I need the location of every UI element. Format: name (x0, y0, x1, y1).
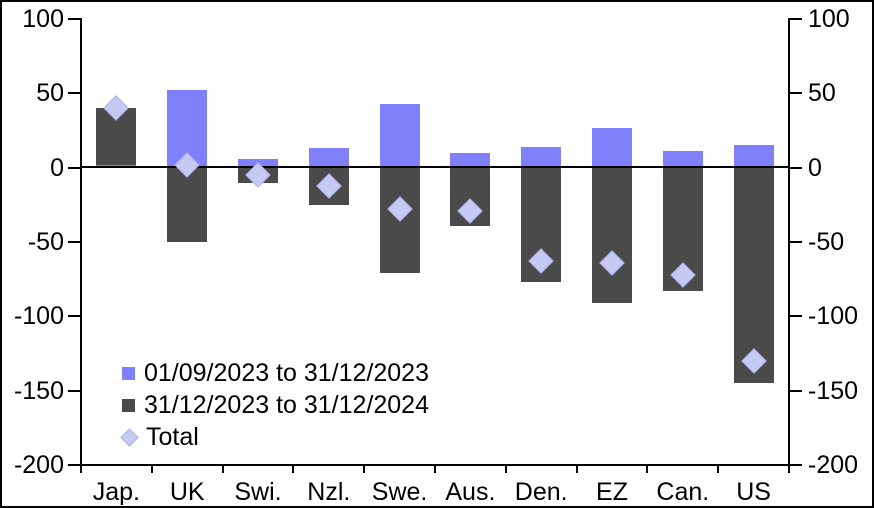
total-diamond-icon (120, 427, 139, 447)
y-tick-right (789, 315, 802, 318)
y-tick-label-right: -200 (808, 451, 859, 479)
x-tick (221, 465, 224, 473)
category-label: Jap. (92, 478, 141, 506)
y-tick-label-left: -50 (27, 228, 64, 256)
legend-label-total: Total (146, 422, 199, 451)
y-tick-right (789, 389, 802, 392)
x-tick (504, 465, 507, 473)
y-tick-right (789, 464, 802, 466)
category-label: Can. (656, 478, 710, 506)
y-tick-left (68, 315, 81, 318)
legend-row-period2: 31/12/2023 to 31/12/2024 (122, 389, 429, 421)
x-tick (150, 465, 153, 473)
legend-row-period1: 01/09/2023 to 31/12/2023 (122, 357, 429, 389)
y-tick-label-left: -150 (13, 376, 64, 405)
category-label: US (736, 478, 771, 506)
y-tick-right (789, 18, 802, 20)
y-tick-left (68, 92, 81, 95)
category-label: Swe. (371, 478, 428, 506)
legend: 01/09/2023 to 31/12/2023 31/12/2023 to 3… (120, 357, 429, 453)
y-tick-left (68, 241, 81, 243)
y-tick-left (68, 18, 81, 20)
y-tick-label-left: 50 (36, 79, 64, 108)
y-tick-label-right: 50 (808, 79, 836, 108)
y-tick-label-right: -100 (808, 302, 859, 331)
legend-label-period1: 01/09/2023 to 31/12/2023 (144, 358, 429, 387)
y-tick-left (68, 464, 81, 466)
zero-line (81, 166, 789, 168)
bar-segment-series2 (167, 167, 208, 242)
y-tick-label-left: 100 (22, 5, 64, 33)
x-tick (575, 465, 578, 473)
bar-segment-series1 (662, 151, 703, 168)
x-tick (292, 465, 295, 473)
bar-segment-series1 (379, 103, 420, 168)
bar-segment-series1 (592, 127, 632, 168)
y-tick-right (789, 241, 802, 243)
bar-segment-series2 (733, 167, 774, 384)
period1-swatch-icon (122, 366, 135, 380)
y-tick-right (789, 166, 802, 169)
x-tick (646, 465, 649, 473)
category-label: Swi. (234, 478, 282, 506)
category-label: EZ (596, 478, 628, 506)
x-tick (788, 465, 790, 473)
bar-segment-series1 (450, 152, 491, 168)
period2-swatch-icon (122, 398, 135, 412)
y-tick-left (68, 389, 81, 392)
x-tick (434, 465, 436, 473)
y-tick-label-left: -100 (13, 302, 64, 331)
legend-row-total: Total (120, 421, 429, 453)
y-tick-left (68, 166, 81, 169)
x-tick (363, 465, 366, 473)
y-tick-label-left: 0 (50, 153, 64, 182)
bar-segment-series1 (308, 148, 349, 168)
category-label: Aus. (445, 478, 496, 506)
category-label: UK (169, 478, 205, 506)
y-tick-right (789, 92, 802, 95)
bar-segment-series1 (521, 146, 562, 168)
category-label: Den. (514, 478, 568, 506)
y-axis-left (80, 18, 82, 466)
x-tick (717, 465, 720, 473)
legend-label-period2: 31/12/2023 to 31/12/2024 (144, 390, 429, 419)
bar-segment-series1 (733, 145, 774, 168)
category-label: Nzl. (307, 478, 351, 506)
y-tick-label-right: -50 (808, 228, 845, 256)
y-tick-label-right: -150 (808, 376, 859, 405)
y-tick-label-right: 0 (808, 153, 822, 182)
y-tick-label-right: 100 (808, 5, 850, 33)
x-tick (80, 465, 82, 473)
bar-segment-series2 (592, 167, 632, 303)
y-tick-label-left: -200 (13, 451, 64, 479)
